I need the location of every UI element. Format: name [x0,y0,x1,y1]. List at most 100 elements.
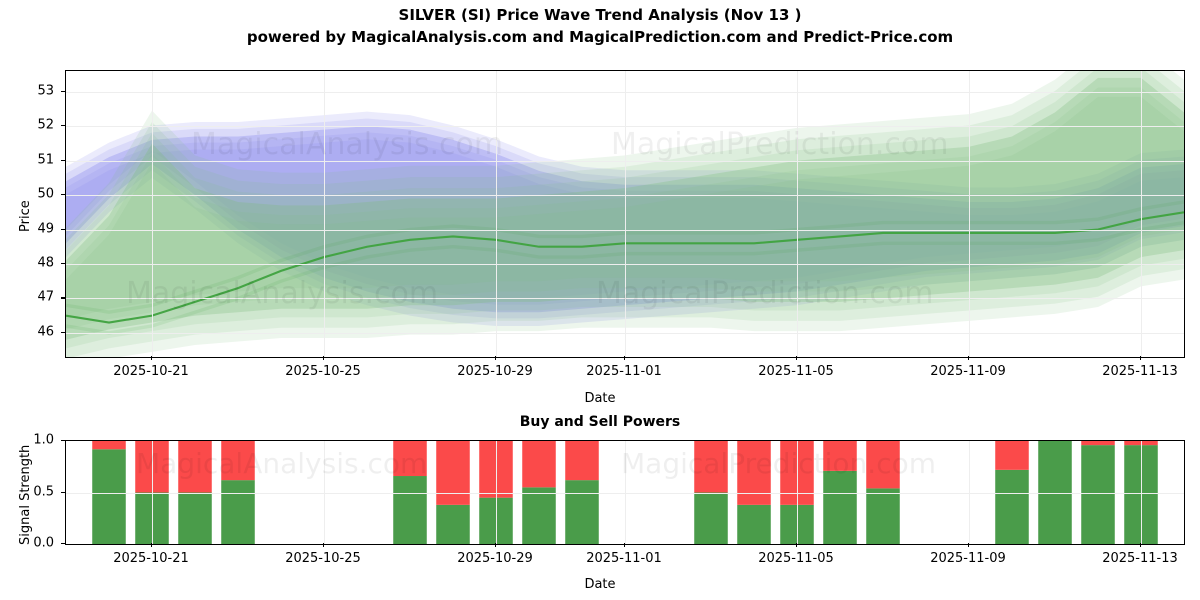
price-ytick-mark [61,125,65,127]
price-xtick-label: 2025-10-21 [113,364,189,379]
price-gridline-v [324,71,325,357]
sell-power-bar[interactable] [780,441,814,505]
price-xtick-label: 2025-11-01 [586,364,662,379]
price-xtick-mark [968,356,970,360]
price-ytick-label: 48 [37,255,54,271]
sell-power-bar[interactable] [995,441,1029,470]
sell-power-bar[interactable] [694,441,728,493]
powers-ytick-label: 1.0 [33,432,54,448]
price-gridline-v [969,71,970,357]
powers-xtick-mark [968,543,970,547]
powers-xtick-label: 2025-11-05 [758,551,834,566]
sell-power-bar[interactable] [565,441,599,481]
powers-gridline-h [66,492,1184,494]
price-gridline-h [66,91,1184,93]
price-gridline-h [66,298,1184,300]
sell-power-bar[interactable] [436,441,470,505]
price-xtick-label: 2025-11-09 [930,364,1006,379]
powers-xtick-label: 2025-11-01 [586,551,662,566]
price-ytick-mark [61,297,65,299]
price-ytick-mark [61,159,65,161]
price-ytick-label: 46 [37,324,54,340]
price-ytick-mark [61,90,65,92]
buy-power-bar[interactable] [522,487,556,544]
buy-power-bar[interactable] [565,480,599,544]
buy-sell-powers-chart: MagicalAnalysis.com MagicalPrediction.co… [65,440,1185,545]
buy-power-bar[interactable] [436,504,470,544]
buy-power-bar[interactable] [780,504,814,544]
price-ytick-label: 47 [37,289,54,305]
powers-xtick-label: 2025-11-13 [1102,551,1178,566]
powers-title: Buy and Sell Powers [519,414,681,430]
price-ytick-label: 51 [37,152,54,168]
price-gridline-h [66,332,1184,334]
buy-power-bar[interactable] [823,470,857,544]
buy-power-bar[interactable] [92,449,126,544]
price-gridline-v [496,71,497,357]
buy-power-bar[interactable] [221,480,255,544]
price-gridline-h [66,195,1184,197]
sell-power-bar[interactable] [393,441,427,477]
price-xtick-mark [151,356,153,360]
buy-power-bar[interactable] [694,492,728,545]
price-xtick-label: 2025-11-13 [1102,364,1178,379]
powers-xtick-mark [323,543,325,547]
price-wave-chart: MagicalAnalysis.com MagicalPrediction.co… [65,70,1185,358]
sell-power-bar[interactable] [522,441,556,488]
price-ytick-label: 49 [37,221,54,236]
price-ytick-label: 52 [37,117,54,133]
price-ytick-mark [61,262,65,265]
powers-ytick-label: 0.5 [33,484,54,499]
sell-power-bar[interactable] [1081,441,1115,446]
powers-xtick-label: 2025-11-09 [930,551,1006,566]
price-xlabel: Date [584,391,616,406]
powers-xtick-mark [624,543,626,547]
sell-power-bar[interactable] [823,441,857,471]
powers-xtick-mark [1140,543,1142,547]
price-xtick-mark [624,356,626,360]
powers-xtick-label: 2025-10-21 [113,551,189,566]
powers-xlabel: Date [584,577,616,592]
price-gridline-h [66,126,1184,128]
price-gridline-h [66,229,1184,231]
powers-ytick-mark [61,491,65,493]
buy-power-bar[interactable] [178,492,212,545]
page-title: SILVER (SI) Price Wave Trend Analysis (N… [0,4,1200,48]
buy-power-bar[interactable] [1081,445,1115,544]
price-gridline-v [1141,71,1142,357]
powers-xtick-mark [151,543,153,547]
powers-ytick-mark [61,543,65,545]
sell-power-bar[interactable] [866,441,900,489]
price-xtick-mark [323,356,325,360]
price-xtick-label: 2025-10-25 [285,364,361,379]
sell-power-bar[interactable] [737,441,771,505]
powers-ytick-mark [61,440,65,442]
powers-xtick-mark [796,543,798,547]
buy-power-bar[interactable] [995,469,1029,544]
powers-xtick-mark [495,543,497,547]
price-gridline-h [66,160,1184,162]
powers-xtick-label: 2025-10-29 [457,551,533,566]
price-xtick-label: 2025-11-05 [758,364,834,379]
price-gridline-v [797,71,798,357]
sell-power-bar[interactable] [92,441,126,450]
buy-power-bar[interactable] [737,504,771,544]
price-ylabel: Price [18,200,33,232]
price-xtick-label: 2025-10-29 [457,364,533,379]
powers-xtick-label: 2025-10-25 [285,551,361,566]
buy-power-bar[interactable] [393,476,427,544]
price-ytick-mark [61,228,65,230]
sell-power-bar[interactable] [178,441,212,493]
powers-ytick-label: 0.0 [33,535,54,551]
price-gridline-v [152,71,153,357]
price-xtick-mark [495,356,497,360]
price-xtick-mark [1140,356,1142,360]
price-xtick-mark [796,356,798,360]
chart-subtitle: powered by MagicalAnalysis.com and Magic… [246,28,954,46]
sell-power-bar[interactable] [221,441,255,481]
buy-power-bar[interactable] [866,488,900,544]
price-ytick-label: 53 [37,83,54,99]
price-gridline-h [66,263,1184,265]
price-ytick-mark [61,194,65,196]
